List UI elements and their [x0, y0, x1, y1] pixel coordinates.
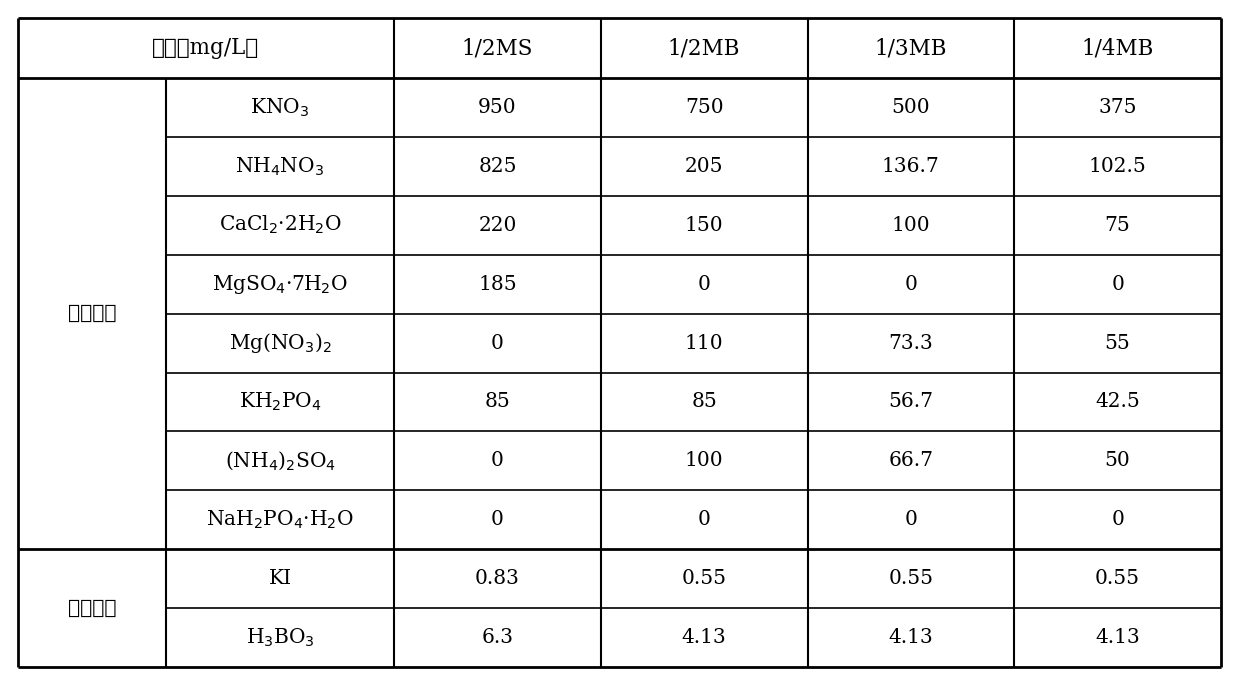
Text: 1/2MB: 1/2MB [668, 37, 741, 59]
Text: 205: 205 [685, 157, 724, 176]
Text: NaH$_2$PO$_4$·H$_2$O: NaH$_2$PO$_4$·H$_2$O [206, 508, 354, 531]
Text: 185: 185 [478, 275, 517, 294]
Text: 375: 375 [1099, 98, 1137, 117]
Text: 0: 0 [1111, 510, 1124, 530]
Text: 56.7: 56.7 [888, 393, 933, 412]
Text: 1/2MS: 1/2MS [462, 37, 533, 59]
Text: KH$_2$PO$_4$: KH$_2$PO$_4$ [239, 391, 321, 413]
Text: 42.5: 42.5 [1095, 393, 1140, 412]
Text: 1/3MB: 1/3MB [875, 37, 947, 59]
Text: 组分（mg/L）: 组分（mg/L） [152, 37, 259, 59]
Text: 100: 100 [892, 216, 930, 235]
Text: 136.7: 136.7 [882, 157, 939, 176]
Text: KI: KI [269, 569, 291, 588]
Text: 1/4MB: 1/4MB [1082, 37, 1154, 59]
Text: 825: 825 [478, 157, 517, 176]
Text: 66.7: 66.7 [888, 451, 933, 471]
Text: 0: 0 [698, 275, 710, 294]
Text: 100: 100 [685, 451, 724, 471]
Text: 0: 0 [491, 451, 504, 471]
Text: 4.13: 4.13 [1095, 628, 1140, 647]
Text: (NH$_4$)$_2$SO$_4$: (NH$_4$)$_2$SO$_4$ [224, 449, 336, 472]
Text: KNO$_3$: KNO$_3$ [250, 97, 310, 119]
Text: 0.55: 0.55 [681, 569, 726, 588]
Text: MgSO$_4$·7H$_2$O: MgSO$_4$·7H$_2$O [212, 273, 348, 296]
Text: 0: 0 [1111, 275, 1124, 294]
Text: 102.5: 102.5 [1089, 157, 1146, 176]
Text: 85: 85 [484, 393, 510, 412]
Text: 950: 950 [478, 98, 517, 117]
Text: NH$_4$NO$_3$: NH$_4$NO$_3$ [235, 155, 325, 177]
Text: 4.13: 4.13 [681, 628, 726, 647]
Text: 微量元素: 微量元素 [68, 599, 116, 618]
Text: 6.3: 6.3 [482, 628, 513, 647]
Text: CaCl$_2$·2H$_2$O: CaCl$_2$·2H$_2$O [218, 214, 342, 236]
Text: 大量元素: 大量元素 [68, 304, 116, 323]
Text: 73.3: 73.3 [888, 334, 933, 353]
Text: 0.55: 0.55 [888, 569, 933, 588]
Text: 75: 75 [1105, 216, 1130, 235]
Text: 85: 85 [691, 393, 717, 412]
Text: 0: 0 [904, 510, 917, 530]
Text: 4.13: 4.13 [888, 628, 933, 647]
Text: 0.83: 0.83 [475, 569, 520, 588]
Text: 55: 55 [1105, 334, 1130, 353]
Text: 0: 0 [698, 510, 710, 530]
Text: 110: 110 [685, 334, 724, 353]
Text: 0: 0 [491, 334, 504, 353]
Text: 0.55: 0.55 [1095, 569, 1140, 588]
Text: 220: 220 [478, 216, 517, 235]
Text: 750: 750 [685, 98, 724, 117]
Text: 0: 0 [904, 275, 917, 294]
Text: Mg(NO$_3$)$_2$: Mg(NO$_3$)$_2$ [229, 331, 331, 355]
Text: 500: 500 [892, 98, 930, 117]
Text: H$_3$BO$_3$: H$_3$BO$_3$ [245, 626, 315, 649]
Text: 50: 50 [1105, 451, 1130, 471]
Text: 150: 150 [685, 216, 724, 235]
Text: 0: 0 [491, 510, 504, 530]
